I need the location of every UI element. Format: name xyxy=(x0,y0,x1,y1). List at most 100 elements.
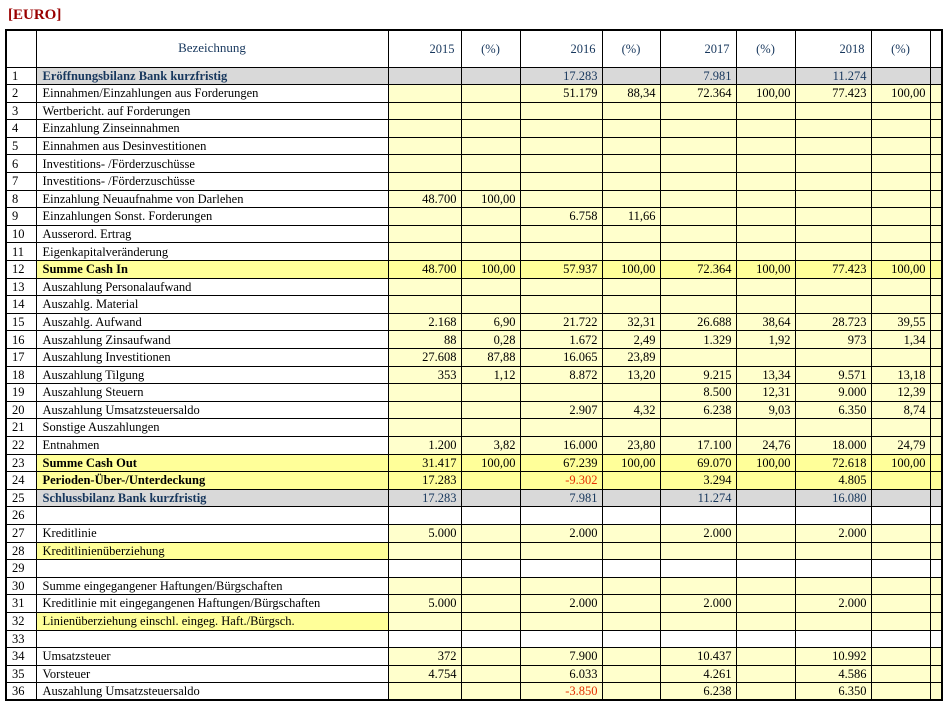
percent-cell[interactable] xyxy=(870,189,931,209)
percent-cell[interactable] xyxy=(735,136,796,156)
percent-cell[interactable] xyxy=(601,541,661,561)
value-cell[interactable]: 67.239 xyxy=(519,453,603,473)
percent-cell[interactable] xyxy=(870,647,931,666)
percent-cell[interactable]: 100,00 xyxy=(460,189,521,209)
row-number-cell[interactable]: 12 xyxy=(5,260,37,279)
row-label-cell[interactable]: Auszahlg. Material xyxy=(35,295,389,314)
percent-cell[interactable]: 100,00 xyxy=(735,453,796,473)
value-cell[interactable] xyxy=(659,207,737,226)
row-label-cell[interactable]: Investitions- /Förderzuschüsse xyxy=(35,154,389,174)
value-cell[interactable]: 4.586 xyxy=(794,664,872,684)
value-cell[interactable]: 10.437 xyxy=(659,647,737,666)
value-cell[interactable]: 1.329 xyxy=(659,330,737,349)
value-cell[interactable] xyxy=(659,242,737,262)
percent-cell[interactable] xyxy=(460,523,521,543)
percent-cell[interactable] xyxy=(735,664,796,684)
percent-cell[interactable] xyxy=(460,471,521,490)
percent-cell[interactable] xyxy=(601,647,661,666)
value-cell[interactable] xyxy=(519,277,603,297)
value-cell[interactable]: 21.722 xyxy=(519,312,603,332)
value-cell[interactable] xyxy=(794,559,872,578)
value-cell[interactable] xyxy=(387,84,462,103)
percent-cell[interactable] xyxy=(870,348,931,367)
row-label-cell[interactable]: Auszahlg. Aufwand xyxy=(35,312,389,332)
value-cell[interactable]: 2.000 xyxy=(659,594,737,613)
percent-cell[interactable]: 39,55 xyxy=(870,312,931,332)
percent-cell[interactable]: 32,31 xyxy=(601,312,661,332)
row-label-cell[interactable]: Perioden-Über-/Unterdeckung xyxy=(35,471,389,490)
value-cell[interactable]: 2.000 xyxy=(659,523,737,543)
value-cell[interactable]: 2.000 xyxy=(794,523,872,543)
value-cell[interactable] xyxy=(519,154,603,174)
value-cell[interactable]: 6.350 xyxy=(794,682,872,701)
row-number-cell[interactable]: 16 xyxy=(5,330,37,349)
percent-cell[interactable] xyxy=(460,664,521,684)
value-cell[interactable] xyxy=(794,242,872,262)
percent-cell[interactable] xyxy=(460,119,521,138)
row-number-cell[interactable]: 9 xyxy=(5,207,37,226)
percent-cell[interactable] xyxy=(870,611,931,631)
value-cell[interactable]: 1.200 xyxy=(387,435,462,455)
value-cell[interactable]: 6.238 xyxy=(659,682,737,701)
column-header-pct-2015[interactable]: (%) xyxy=(460,29,521,68)
percent-cell[interactable]: 13,34 xyxy=(735,365,796,385)
value-cell[interactable] xyxy=(387,541,462,561)
percent-cell[interactable] xyxy=(460,242,521,262)
percent-cell[interactable] xyxy=(601,119,661,138)
column-header-2018[interactable]: 2018 xyxy=(794,29,872,68)
percent-cell[interactable] xyxy=(460,101,521,121)
row-label-cell[interactable]: Linienüberziehung einschl. eingeg. Haft.… xyxy=(35,611,389,631)
percent-cell[interactable] xyxy=(870,506,931,525)
percent-cell[interactable]: 38,64 xyxy=(735,312,796,332)
value-cell[interactable]: 48.700 xyxy=(387,189,462,209)
row-number-cell[interactable]: 10 xyxy=(5,224,37,244)
value-cell[interactable] xyxy=(519,506,603,525)
percent-cell[interactable] xyxy=(601,154,661,174)
row-label-cell[interactable]: Kreditlinie mit eingegangenen Haftungen/… xyxy=(35,594,389,613)
percent-cell[interactable] xyxy=(460,594,521,613)
percent-cell[interactable] xyxy=(601,136,661,156)
percent-cell[interactable]: 24,76 xyxy=(735,435,796,455)
percent-cell[interactable] xyxy=(460,277,521,297)
percent-cell[interactable] xyxy=(601,611,661,631)
percent-cell[interactable] xyxy=(735,488,796,508)
percent-cell[interactable] xyxy=(460,154,521,174)
percent-cell[interactable] xyxy=(870,471,931,490)
value-cell[interactable] xyxy=(387,119,462,138)
percent-cell[interactable] xyxy=(735,348,796,367)
value-cell[interactable] xyxy=(519,611,603,631)
value-cell[interactable] xyxy=(519,101,603,121)
percent-cell[interactable] xyxy=(735,418,796,437)
value-cell[interactable] xyxy=(659,189,737,209)
row-number-cell[interactable]: 20 xyxy=(5,400,37,420)
row-label-cell[interactable]: Schlussbilanz Bank kurzfristig xyxy=(35,488,389,508)
percent-cell[interactable]: 87,88 xyxy=(460,348,521,367)
percent-cell[interactable] xyxy=(735,119,796,138)
value-cell[interactable]: 69.070 xyxy=(659,453,737,473)
row-label-cell[interactable]: Eigenkapitalveränderung xyxy=(35,242,389,262)
percent-cell[interactable] xyxy=(870,242,931,262)
value-cell[interactable] xyxy=(794,207,872,226)
value-cell[interactable]: 10.992 xyxy=(794,647,872,666)
percent-cell[interactable] xyxy=(870,66,931,86)
value-cell[interactable] xyxy=(794,629,872,649)
percent-cell[interactable] xyxy=(735,207,796,226)
row-number-cell[interactable]: 5 xyxy=(5,136,37,156)
percent-cell[interactable] xyxy=(870,682,931,701)
percent-cell[interactable] xyxy=(460,383,521,402)
row-number-cell[interactable]: 8 xyxy=(5,189,37,209)
value-cell[interactable] xyxy=(794,119,872,138)
row-label-cell[interactable]: Auszahlung Zinsaufwand xyxy=(35,330,389,349)
percent-cell[interactable]: 100,00 xyxy=(870,260,931,279)
value-cell[interactable]: 16.000 xyxy=(519,435,603,455)
value-cell[interactable]: 27.608 xyxy=(387,348,462,367)
value-cell[interactable] xyxy=(519,541,603,561)
percent-cell[interactable] xyxy=(870,664,931,684)
value-cell[interactable]: 72.618 xyxy=(794,453,872,473)
value-cell[interactable] xyxy=(519,383,603,402)
column-header-bezeichnung[interactable]: Bezeichnung xyxy=(35,29,389,68)
percent-cell[interactable]: 100,00 xyxy=(735,260,796,279)
row-label-cell[interactable]: Auszahlung Personalaufwand xyxy=(35,277,389,297)
value-cell[interactable]: 6.350 xyxy=(794,400,872,420)
value-cell[interactable]: 17.283 xyxy=(519,66,603,86)
